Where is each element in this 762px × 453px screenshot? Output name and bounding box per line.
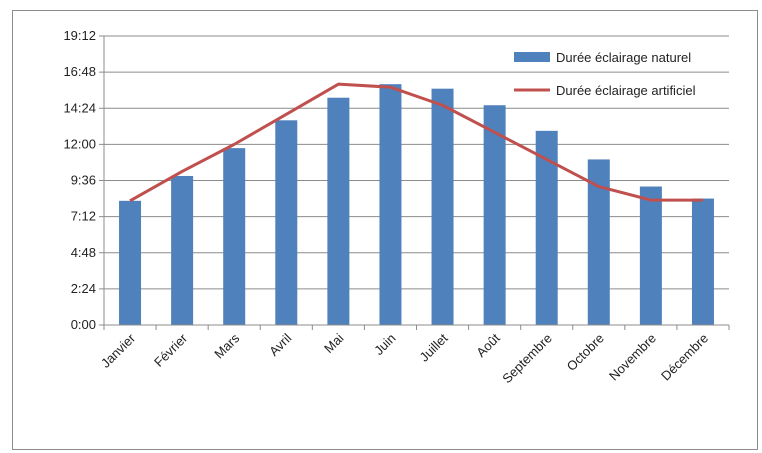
bar <box>587 159 610 325</box>
x-tick-label: Mars <box>211 330 242 361</box>
x-tick-label: Juillet <box>417 330 451 364</box>
x-tick-label: Avril <box>266 330 294 358</box>
x-axis-labels: Janvier Février Mars Avril Mai Juin Juillet Aoû… <box>98 330 711 386</box>
y-tick-label: 14:24 <box>63 100 96 115</box>
gridlines <box>104 35 729 290</box>
y-tick-label: 12:00 <box>63 136 96 151</box>
legend: Durée éclairage naturel Durée éclairage … <box>514 50 696 98</box>
bar <box>639 186 662 325</box>
x-tick-label: Novembre <box>606 331 659 384</box>
bar <box>483 105 506 325</box>
axes <box>103 36 730 330</box>
bar <box>171 175 194 325</box>
x-tick-label: Janvier <box>98 330 139 371</box>
bar <box>327 97 350 326</box>
legend-label-bar: Durée éclairage naturel <box>556 50 691 65</box>
bar-series <box>119 84 714 326</box>
bar <box>535 130 558 325</box>
y-axis-ticks: 0:00 2:24 4:48 7:12 9:36 12:00 14:24 16:48 19:12 <box>63 28 104 332</box>
x-tick-label: Février <box>151 330 191 370</box>
bar <box>691 198 714 325</box>
x-tick-label: Juin <box>371 331 398 358</box>
line-path <box>129 82 703 203</box>
legend-swatch-bar <box>514 52 550 62</box>
x-tick-label: Août <box>473 330 503 360</box>
x-tick-label: Septembre <box>499 331 555 387</box>
bar <box>431 88 454 326</box>
y-tick-label: 9:36 <box>71 173 96 188</box>
bar <box>275 120 298 326</box>
y-tick-label: 16:48 <box>63 64 96 79</box>
y-tick-label: 2:24 <box>71 281 96 296</box>
x-tick-label: Octobre <box>564 331 607 374</box>
y-tick-label: 19:12 <box>63 28 96 43</box>
y-tick-label: 0:00 <box>71 317 96 332</box>
legend-label-line: Durée éclairage artificiel <box>556 83 696 98</box>
x-tick-label: Décembre <box>658 331 711 384</box>
x-tick-label: Mai <box>321 330 346 355</box>
line-series <box>129 82 703 203</box>
bar <box>379 84 402 326</box>
y-tick-label: 7:12 <box>71 209 96 224</box>
y-tick-label: 4:48 <box>71 245 96 260</box>
bar <box>223 148 246 325</box>
bar <box>119 200 142 325</box>
